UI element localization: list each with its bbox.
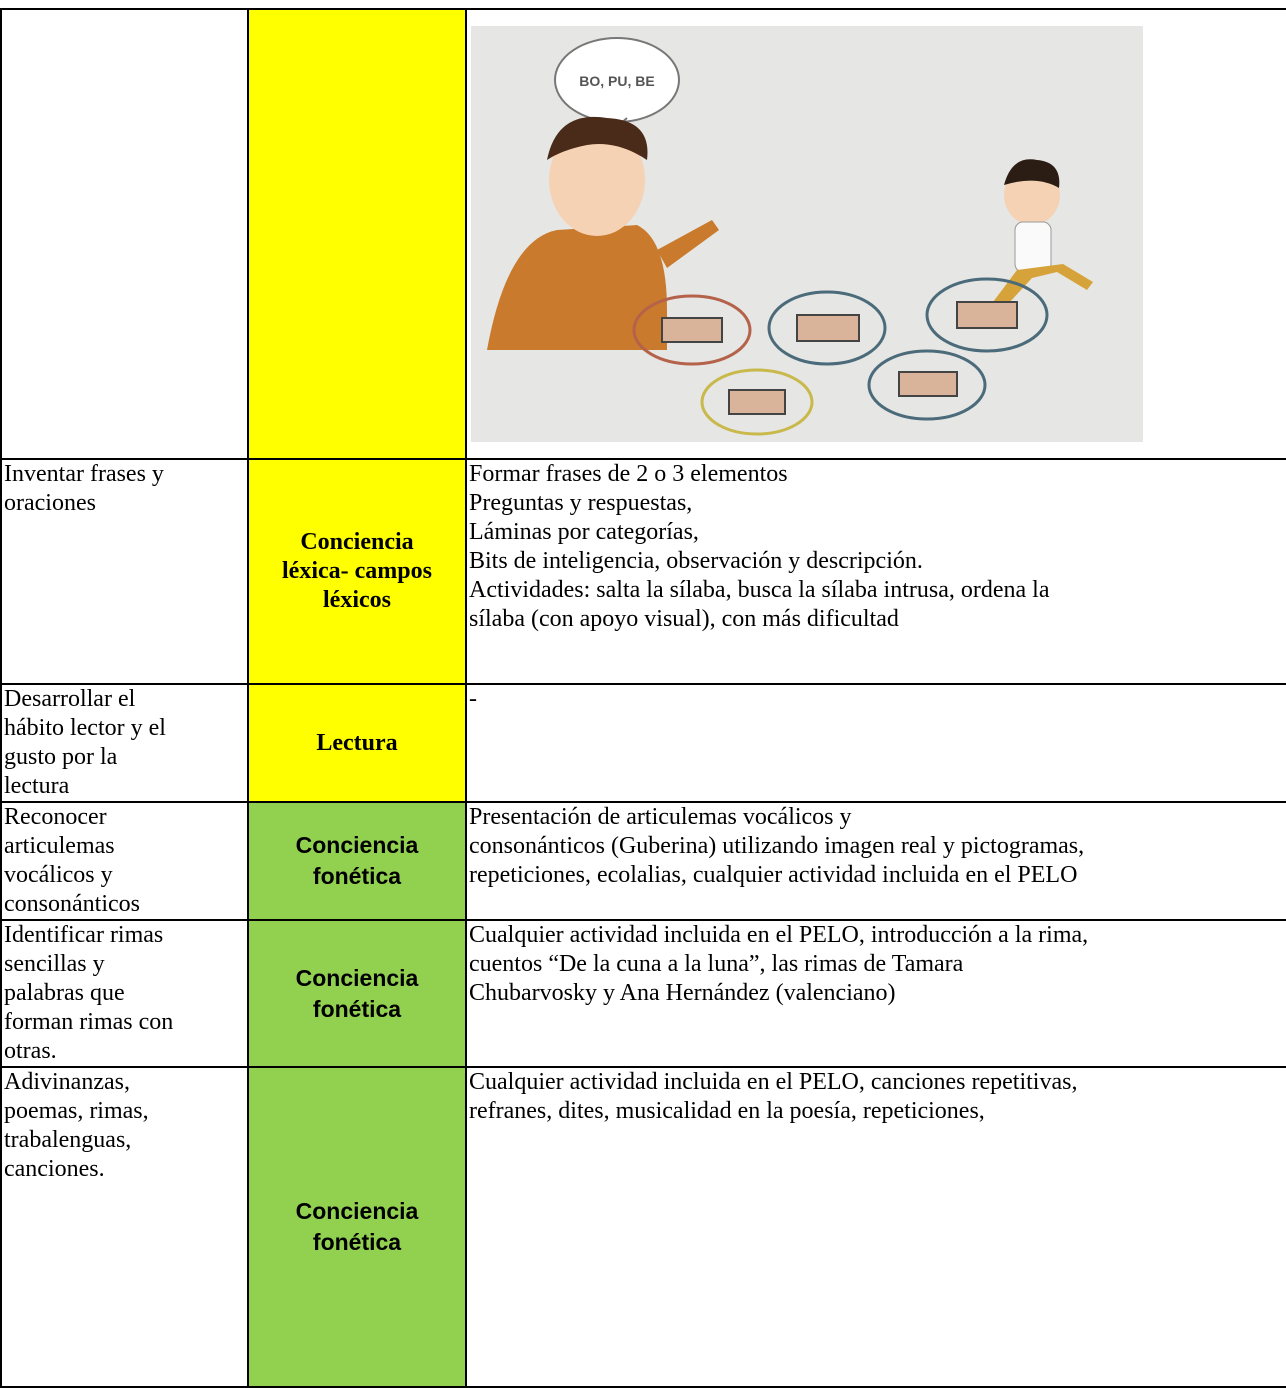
- text-line: Conciencia: [295, 1198, 419, 1224]
- objective-cell: Identificar rimas sencillas y palabras que…: [0, 919, 249, 1068]
- cards: [661, 301, 1018, 415]
- text-line: canciones.: [4, 1156, 105, 1182]
- text-line: Conciencia: [295, 832, 419, 858]
- text-line: refranes, dites, musicalidad en la poesí…: [469, 1098, 985, 1124]
- text-line: vocálicos y: [4, 862, 113, 888]
- table-row: Identificar rimas sencillas y palabras que…: [0, 919, 1286, 1068]
- text-line: oraciones: [4, 490, 96, 516]
- text-line: Lectura: [316, 729, 398, 756]
- objective-cell: Reconocer articulemas vocálicos y consonánt…: [0, 801, 249, 921]
- activities-cell: Presentación de articulemas vocálicos y c…: [465, 801, 1286, 921]
- activities-cell: Formar frases de 2 o 3 elementos Pregunta…: [465, 458, 1286, 685]
- text-line: Actividades: salta la sílaba, busca la s…: [469, 577, 1050, 603]
- text-line: hábito lector y el: [4, 715, 166, 741]
- area-cell: Conciencia fonética: [247, 801, 467, 921]
- text-line: Desarrollar el: [4, 686, 136, 712]
- text-line: Cualquier actividad incluida en el PELO,…: [469, 1069, 1078, 1095]
- text-line: palabras que: [4, 980, 125, 1006]
- illustration: BO, PU, BE: [471, 26, 1143, 442]
- text-line: Conciencia: [295, 964, 419, 991]
- document: BO, PU, BE Inventar frases y oraciones Con…: [0, 8, 1286, 1388]
- cell: [247, 8, 467, 460]
- table-row: Reconocer articulemas vocálicos y consonánt…: [0, 801, 1286, 921]
- text-line: forman rimas con: [4, 1009, 174, 1035]
- text-line: articulemas: [4, 833, 115, 859]
- text-line: trabalenguas,: [4, 1127, 132, 1153]
- text-line: Reconocer: [4, 804, 107, 830]
- text-line: consonánticos: [4, 891, 140, 917]
- text-line: fonética: [312, 863, 402, 889]
- text-line: cuentos “De la cuna a la luna”, las rima…: [469, 951, 964, 977]
- man-head: [549, 124, 645, 236]
- text-line: repeticiones, ecolalias, cualquier activ…: [469, 862, 1078, 888]
- area-cell: Conciencia fonética: [247, 919, 467, 1068]
- kid-hair: [1004, 159, 1060, 188]
- area-cell: Conciencia fonética: [247, 1066, 467, 1388]
- text-line: sencillas y: [4, 951, 105, 977]
- kid-shirt: [1014, 221, 1052, 273]
- man-arm: [657, 220, 719, 268]
- text-line: Conciencia: [300, 529, 414, 555]
- text-line: fonética: [312, 995, 402, 1022]
- activities-cell: -: [465, 683, 1286, 803]
- text-line: Chubarvosky y Ana Hernández (valenciano): [469, 980, 896, 1006]
- image-cell: BO, PU, BE: [465, 8, 1286, 460]
- table: BO, PU, BE Inventar frases y oraciones Con…: [0, 8, 1286, 1388]
- text-line: Identificar rimas: [4, 922, 164, 948]
- text-line: gusto por la: [4, 744, 118, 770]
- text-line: -: [469, 686, 477, 712]
- text-line: Cualquier actividad incluida en el PELO,…: [469, 922, 1089, 948]
- hoops: [632, 277, 1049, 436]
- table-row: Adivinanzas, poemas, rimas, trabalenguas, c…: [0, 1066, 1286, 1388]
- area-cell: Lectura: [247, 683, 467, 803]
- text-line: léxica- campos: [282, 558, 432, 584]
- page: BO, PU, BE Inventar frases y oraciones Con…: [0, 8, 1286, 1388]
- text-line: Formar frases de 2 o 3 elementos: [469, 461, 788, 487]
- text-line: Adivinanzas,: [4, 1069, 130, 1095]
- text-line: Preguntas y respuestas,: [469, 490, 693, 516]
- activities-cell: Cualquier actividad incluida en el PELO,…: [465, 919, 1286, 1068]
- text-line: Inventar frases y: [4, 461, 164, 487]
- table-row: Inventar frases y oraciones Conciencia léxi…: [0, 458, 1286, 685]
- area-cell: Conciencia léxica- campos léxicos: [247, 458, 467, 685]
- text-line: fonética: [312, 1229, 402, 1255]
- activities-cell: Cualquier actividad incluida en el PELO,…: [465, 1066, 1286, 1388]
- text-line: Presentación de articulemas vocálicos y: [469, 804, 852, 830]
- cell: [0, 8, 249, 460]
- objective-cell: Adivinanzas, poemas, rimas, trabalenguas, c…: [0, 1066, 249, 1388]
- text-line: otras.: [4, 1038, 57, 1064]
- objective-cell: Desarrollar el hábito lector y el gusto po…: [0, 683, 249, 803]
- man-hair: [547, 116, 648, 160]
- objective-cell: Inventar frases y oraciones: [0, 458, 249, 685]
- table-row: Desarrollar el hábito lector y el gusto po…: [0, 683, 1286, 803]
- text-line: Láminas por categorías,: [469, 519, 699, 545]
- text-line: sílaba (con apoyo visual), con más dific…: [469, 606, 899, 632]
- text-line: Bits de inteligencia, observación y desc…: [469, 548, 923, 574]
- text-line: poemas, rimas,: [4, 1098, 149, 1124]
- text-line: consonánticos (Guberina) utilizando imag…: [469, 833, 1085, 859]
- kid-legs: [987, 264, 1093, 316]
- text-line: léxicos: [323, 587, 391, 613]
- image-row: BO, PU, BE: [0, 8, 1286, 460]
- man-body: [487, 225, 667, 350]
- speech-text: BO, PU, BE: [579, 73, 654, 89]
- text-line: lectura: [4, 773, 70, 799]
